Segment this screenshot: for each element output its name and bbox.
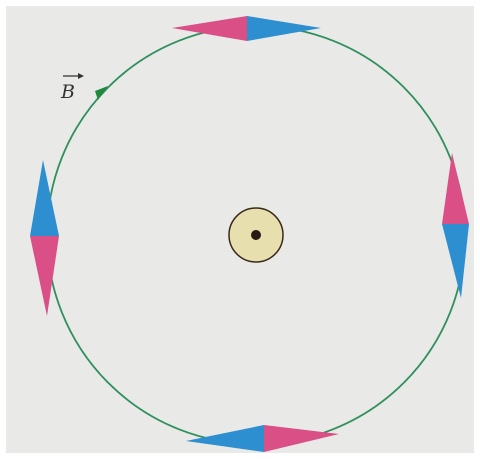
- needle-top-south: [247, 16, 321, 41]
- vector-arrow-head: [78, 73, 84, 79]
- wire-outline: [228, 207, 284, 263]
- needle-top-north: [172, 16, 247, 41]
- needle-bottom-south: [186, 425, 264, 452]
- compass-needle-right: [442, 153, 469, 298]
- needle-right-south: [442, 224, 469, 298]
- current-carrying-wire: [228, 207, 284, 263]
- compass-needle-bottom: [186, 425, 339, 452]
- field-direction-arrow: [95, 86, 108, 100]
- field-label: B: [60, 81, 75, 103]
- compass-needle-top: [172, 16, 321, 41]
- needle-right-north: [442, 153, 469, 224]
- field-label-group: B: [60, 73, 84, 103]
- needle-bottom-north: [264, 425, 339, 452]
- needle-left-south: [30, 160, 59, 236]
- needle-left-north: [30, 236, 59, 316]
- compass-needle-left: [30, 160, 59, 316]
- current-out-of-page-dot: [251, 230, 261, 240]
